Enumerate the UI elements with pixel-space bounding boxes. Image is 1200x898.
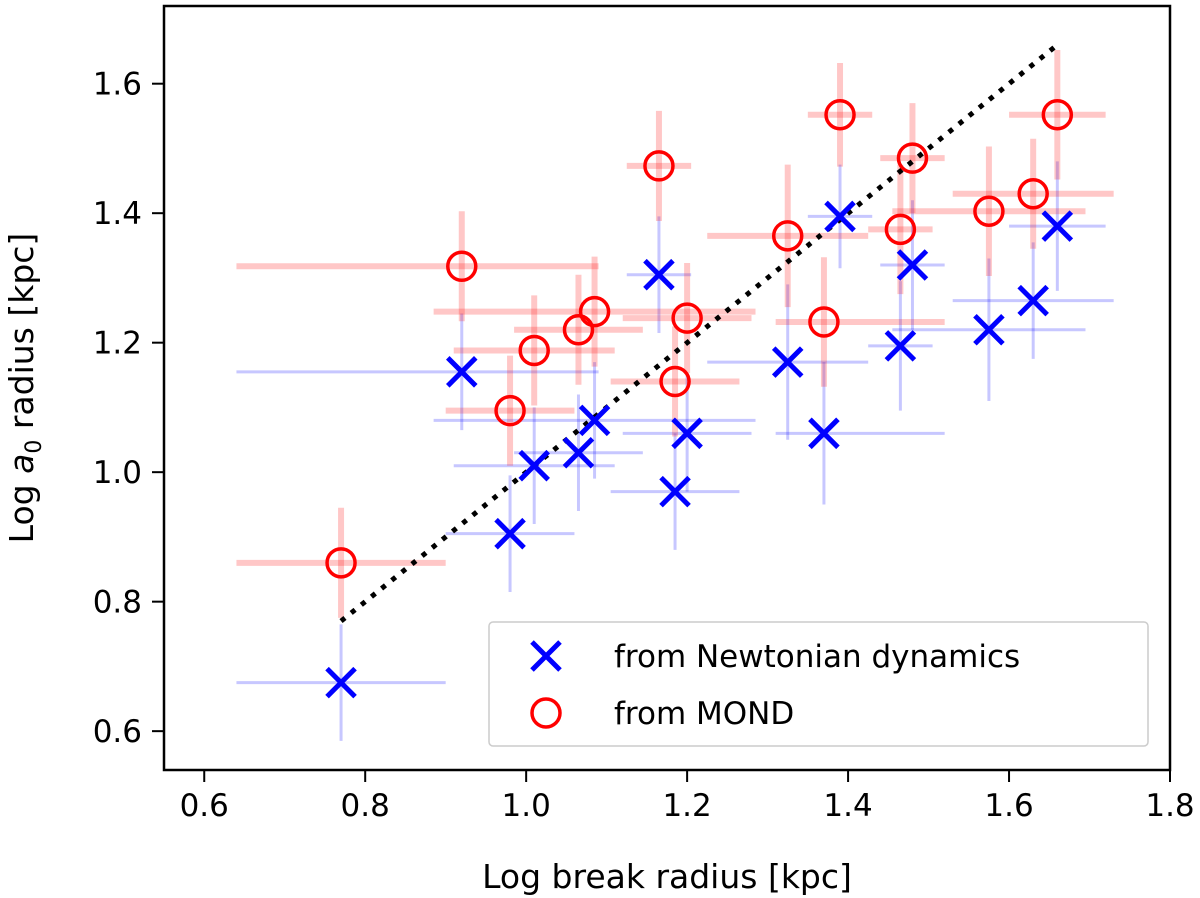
mond-point xyxy=(518,334,550,367)
mond-point xyxy=(578,295,611,328)
plot-frame xyxy=(162,4,1172,772)
mond-point xyxy=(446,250,478,283)
y-tick-label: 0.6 xyxy=(93,714,142,750)
y-tick-label: 1.2 xyxy=(93,326,142,362)
y-tick-label: 1.6 xyxy=(93,67,142,103)
newtonian-point xyxy=(771,346,804,378)
fit-line-layer xyxy=(339,42,1059,624)
x-tick-label: 0.6 xyxy=(180,788,229,824)
newtonian-point xyxy=(1041,210,1074,242)
newtonian-point xyxy=(518,449,550,482)
newtonian-point xyxy=(562,436,595,469)
legend-marker-o xyxy=(530,697,562,729)
x-tick-label: 0.8 xyxy=(341,788,390,824)
mond-point xyxy=(494,394,526,427)
y-axis-label: Log a0 radius [kpc] xyxy=(2,233,47,544)
newtonian-point xyxy=(578,404,611,437)
newtonian-point xyxy=(1017,284,1049,317)
x-axis-label: Log break radius [kpc] xyxy=(482,857,852,896)
mond-point xyxy=(808,306,840,338)
newtonian-point xyxy=(659,475,691,508)
mond-point xyxy=(1017,178,1049,210)
plot-area xyxy=(236,42,1114,741)
mond-point xyxy=(562,313,595,346)
x-tick-label: 1.4 xyxy=(823,788,872,824)
mond-point xyxy=(659,365,691,398)
mond-point xyxy=(771,220,804,252)
mond-point xyxy=(1041,99,1074,131)
data-markers xyxy=(325,99,1074,699)
newtonian-point xyxy=(494,517,526,550)
newtonian-point xyxy=(446,356,478,388)
newtonian-point xyxy=(325,666,357,699)
newtonian-point xyxy=(973,313,1005,346)
mond-point xyxy=(973,195,1005,227)
mond-point xyxy=(325,547,357,579)
newtonian-point xyxy=(808,417,840,450)
mond-point xyxy=(671,302,703,334)
x-tick-label: 1.8 xyxy=(1145,788,1194,824)
mond-point xyxy=(824,99,856,131)
legend: from Newtonian dynamics from MOND xyxy=(488,621,1149,747)
legend-label-newtonian: from Newtonian dynamics xyxy=(614,639,1020,675)
x-tick-label: 1.6 xyxy=(984,788,1033,824)
newtonian-point xyxy=(896,249,929,281)
mond-point xyxy=(896,142,929,174)
y-tick-label: 0.8 xyxy=(93,585,142,621)
legend-label-mond: from MOND xyxy=(614,696,794,732)
legend-marker-x xyxy=(530,640,562,672)
mond-point xyxy=(884,213,917,246)
newtonian-point xyxy=(824,200,856,233)
x-tick-label: 1.0 xyxy=(502,788,551,824)
x-tick-label: 1.2 xyxy=(662,788,711,824)
one-to-one-fit-line xyxy=(339,42,1059,624)
y-axis-ticks: 0.6 0.8 1.0 1.2 1.4 1.6 xyxy=(93,67,164,750)
newtonian-point xyxy=(643,258,675,291)
y-tick-label: 1.0 xyxy=(93,455,142,491)
legend-box xyxy=(488,621,1149,747)
y-tick-label: 1.4 xyxy=(93,196,142,232)
newtonian-point xyxy=(671,417,703,450)
mond-point xyxy=(643,150,675,182)
x-axis-ticks: 0.6 0.8 1.0 1.2 1.4 1.6 1.8 xyxy=(180,770,1195,824)
newtonian-point xyxy=(884,330,917,362)
